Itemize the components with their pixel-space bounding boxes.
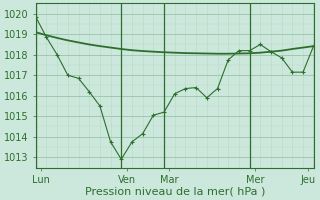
X-axis label: Pression niveau de la mer( hPa ): Pression niveau de la mer( hPa ) [84,187,265,197]
